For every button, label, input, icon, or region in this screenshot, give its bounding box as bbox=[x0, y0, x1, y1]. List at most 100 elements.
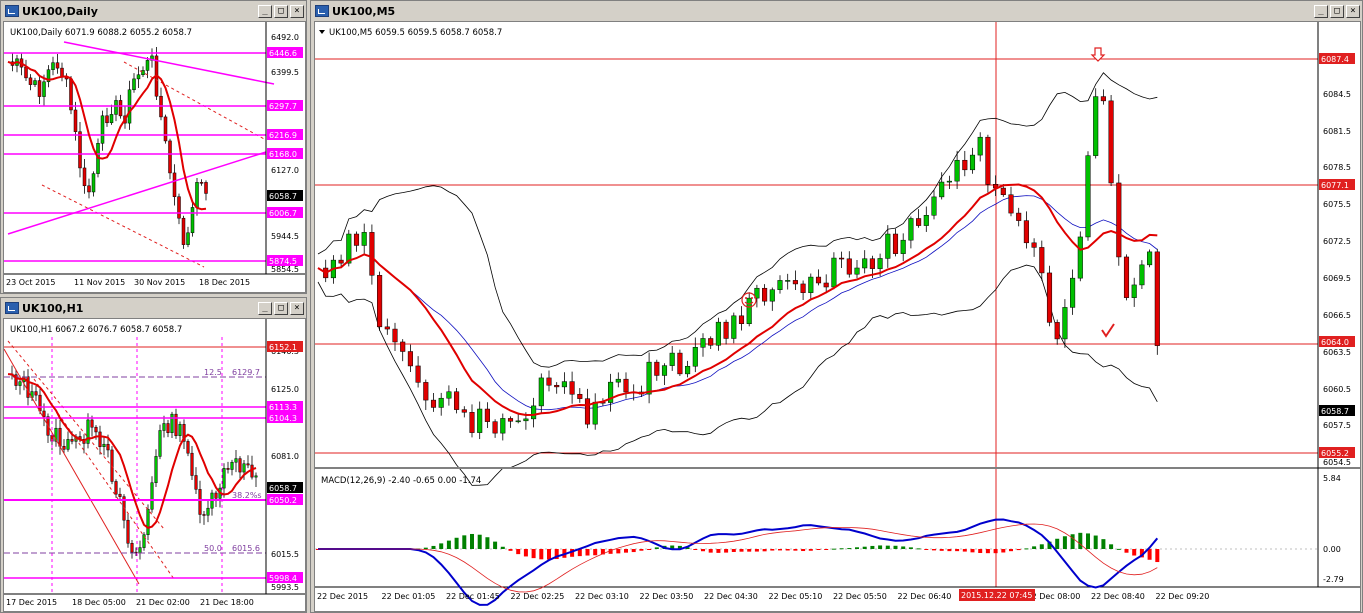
macd-histogram-bar bbox=[1155, 549, 1160, 563]
macd-histogram-bar bbox=[654, 547, 659, 549]
daily-chart-window[interactable]: UK100,Daily _ □ × UK100,Daily 6071.9 608… bbox=[0, 0, 307, 294]
candle bbox=[939, 181, 945, 198]
maximize-button[interactable]: □ bbox=[274, 301, 288, 315]
macd-histogram-bar bbox=[423, 547, 428, 549]
maximize-button[interactable]: □ bbox=[274, 4, 288, 18]
candle bbox=[708, 338, 714, 346]
candle bbox=[361, 232, 367, 246]
macd-histogram-bar bbox=[1132, 549, 1137, 556]
m5-price-tick: 6066.5 bbox=[1323, 311, 1351, 320]
candle bbox=[808, 276, 814, 293]
h1-chart-window[interactable]: UK100,H1 _ □ × UK100,H1 6067.2 bbox=[0, 297, 307, 613]
candle bbox=[685, 365, 691, 375]
candle bbox=[55, 62, 60, 69]
candle bbox=[1031, 242, 1037, 248]
daily-level-label: 6006.7 bbox=[269, 209, 297, 218]
m5-chart-area[interactable]: MACD(12,26,9) -2.40 -0.65 0.00 -1.74 5.8… bbox=[314, 21, 1361, 612]
m5-price-tick: 6069.5 bbox=[1323, 274, 1351, 283]
macd-histogram-bar bbox=[762, 549, 767, 552]
macd-histogram-bar bbox=[485, 537, 490, 549]
candle bbox=[446, 391, 452, 399]
daily-chart-canvas: UK100,Daily 6071.9 6088.2 6055.2 6058.7 … bbox=[4, 22, 305, 287]
minimize-button[interactable]: _ bbox=[258, 301, 272, 315]
maximize-button[interactable]: □ bbox=[1330, 4, 1344, 18]
h1-level-label: 6152.1 bbox=[269, 343, 297, 352]
daily-price-tick: 6492.0 bbox=[271, 33, 299, 42]
m5-time-label: 22 Dec 01:45 bbox=[446, 592, 500, 601]
minimize-button[interactable]: _ bbox=[258, 4, 272, 18]
macd-histogram-bar bbox=[708, 549, 713, 553]
candle bbox=[204, 182, 208, 194]
candle bbox=[222, 468, 226, 489]
candle bbox=[546, 377, 552, 386]
candle bbox=[777, 280, 783, 290]
macd-histogram-bar bbox=[716, 549, 721, 553]
candle bbox=[592, 401, 598, 425]
m5-price-tick: 6072.5 bbox=[1323, 237, 1351, 246]
candle bbox=[738, 315, 745, 324]
candle bbox=[661, 365, 668, 376]
candle bbox=[170, 413, 174, 434]
candle bbox=[785, 280, 791, 282]
minimize-button[interactable]: _ bbox=[1314, 4, 1328, 18]
h1-price-tick: 5993.5 bbox=[271, 583, 299, 592]
macd-histogram-bar bbox=[739, 549, 744, 552]
h1-level-label: 6113.3 bbox=[269, 403, 297, 412]
candle bbox=[908, 218, 914, 241]
candle bbox=[407, 351, 413, 367]
candle bbox=[654, 361, 660, 376]
macd-histogram-bar bbox=[639, 549, 644, 551]
candle bbox=[163, 116, 168, 142]
candle bbox=[608, 381, 614, 403]
m5-time-label: 22 Dec 08:40 bbox=[1091, 592, 1145, 601]
candle bbox=[177, 196, 181, 219]
m5-titlebar[interactable]: UK100,M5 _ □ × bbox=[313, 3, 1360, 19]
macd-histogram-bar bbox=[862, 546, 867, 549]
candle bbox=[1093, 96, 1099, 156]
h1-level-label: 6050.2 bbox=[269, 496, 297, 505]
candle bbox=[623, 378, 629, 393]
candle bbox=[946, 180, 952, 183]
daily-titlebar[interactable]: UK100,Daily _ □ × bbox=[3, 3, 304, 19]
candle bbox=[869, 258, 875, 269]
candle bbox=[584, 398, 591, 425]
candle bbox=[338, 259, 344, 264]
macd-histogram-bar bbox=[685, 547, 690, 549]
m5-window-title: UK100,M5 bbox=[332, 4, 396, 18]
macd-histogram-bar bbox=[608, 549, 613, 554]
m5-time-label: 22 Dec 01:05 bbox=[382, 592, 436, 601]
macd-histogram-bar bbox=[855, 547, 859, 549]
chart-window-icon bbox=[315, 5, 329, 17]
daily-chart-area[interactable]: UK100,Daily 6071.9 6088.2 6055.2 6058.7 … bbox=[3, 21, 306, 293]
macd-histogram-bar bbox=[878, 545, 883, 549]
candle bbox=[438, 397, 444, 408]
macd-histogram-bar bbox=[808, 549, 813, 551]
m5-price-tick: 6063.5 bbox=[1323, 348, 1351, 357]
h1-chart-area[interactable]: UK100,H1 6067.2 6076.7 6058.7 6058.7 12.… bbox=[3, 318, 306, 612]
candle bbox=[415, 365, 421, 383]
candle bbox=[854, 267, 860, 275]
dropdown-triangle-icon[interactable] bbox=[319, 30, 325, 34]
h1-titlebar[interactable]: UK100,H1 _ □ × bbox=[3, 300, 304, 316]
close-button[interactable]: × bbox=[290, 301, 304, 315]
candle bbox=[130, 542, 134, 553]
m5-time-label: 22 Dec 2015 bbox=[317, 592, 368, 601]
macd-histogram-bar bbox=[1070, 534, 1075, 549]
candle bbox=[700, 338, 706, 348]
candle bbox=[762, 287, 768, 302]
close-button[interactable]: × bbox=[290, 4, 304, 18]
candle bbox=[114, 481, 118, 495]
candle bbox=[954, 159, 960, 182]
macd-histogram-bar bbox=[523, 549, 528, 557]
candle bbox=[202, 514, 206, 516]
candle bbox=[839, 257, 845, 260]
m5-chart-window[interactable]: UK100,M5 _ □ × bbox=[310, 0, 1363, 613]
candle bbox=[554, 384, 560, 388]
candle bbox=[923, 215, 929, 226]
candle bbox=[14, 374, 18, 386]
h1-price-tick: 6081.0 bbox=[271, 452, 299, 461]
candle bbox=[846, 258, 852, 275]
m5-time-label: 22 Dec 09:20 bbox=[1156, 592, 1210, 601]
candle bbox=[454, 391, 460, 410]
close-button[interactable]: × bbox=[1346, 4, 1360, 18]
